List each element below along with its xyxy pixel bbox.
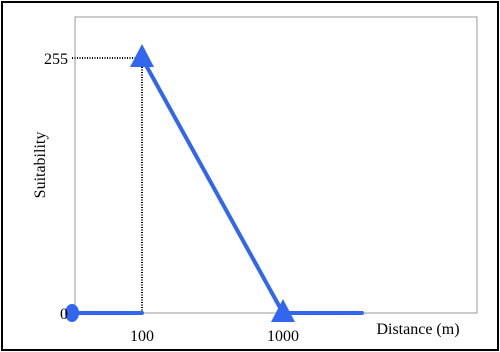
series-lines — [70, 56, 364, 315]
guide-lines — [72, 57, 143, 313]
x-tick-label: 1000 — [267, 328, 299, 345]
data-point-circle — [65, 304, 79, 322]
y-tick-label: 0 — [60, 306, 68, 323]
data-point-triangle — [130, 44, 154, 67]
series-segment — [140, 56, 285, 315]
x-tick-label: 100 — [130, 328, 154, 345]
y-tick-label: 255 — [44, 51, 68, 68]
data-point-triangle — [271, 299, 295, 322]
tick-labels: 0 255 100 1000 — [44, 51, 299, 345]
y-axis-label: Suitability — [32, 132, 49, 199]
x-axis-label: Distance (m) — [376, 321, 459, 338]
data-markers — [65, 44, 295, 322]
